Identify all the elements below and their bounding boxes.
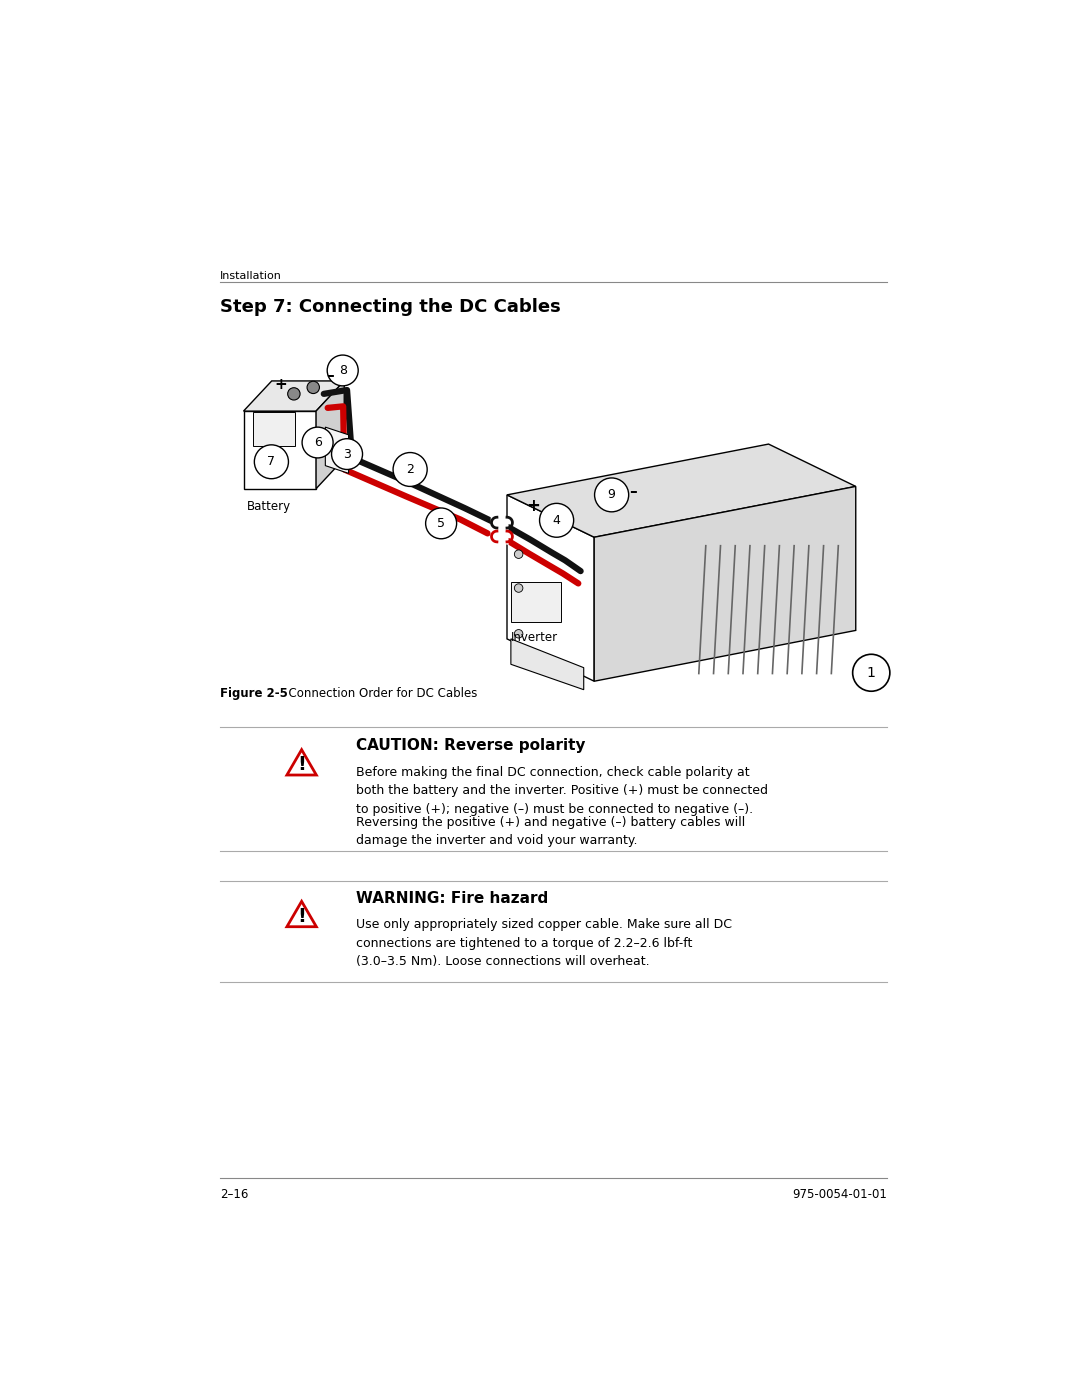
Polygon shape: [507, 495, 594, 682]
Text: 8: 8: [339, 365, 347, 377]
Circle shape: [332, 439, 363, 469]
Polygon shape: [243, 411, 316, 489]
Circle shape: [595, 478, 629, 511]
Text: Inverter: Inverter: [511, 631, 558, 644]
Text: 2: 2: [406, 462, 414, 476]
Text: –: –: [326, 369, 334, 383]
Circle shape: [255, 444, 288, 479]
Circle shape: [307, 381, 320, 394]
Polygon shape: [594, 486, 855, 682]
Text: 6: 6: [313, 436, 322, 448]
Text: Before making the final DC connection, check cable polarity at
both the battery : Before making the final DC connection, c…: [356, 766, 768, 816]
Text: 4: 4: [553, 514, 561, 527]
Circle shape: [514, 550, 523, 559]
Polygon shape: [316, 381, 345, 489]
Text: 5: 5: [437, 517, 445, 529]
Text: Figure 2-5: Figure 2-5: [220, 687, 288, 700]
Text: !: !: [297, 756, 306, 774]
Polygon shape: [511, 638, 583, 690]
Circle shape: [302, 427, 333, 458]
Polygon shape: [243, 381, 345, 411]
Text: 9: 9: [608, 489, 616, 502]
Text: Step 7: Connecting the DC Cables: Step 7: Connecting the DC Cables: [220, 298, 561, 316]
Text: –: –: [630, 483, 637, 499]
Circle shape: [393, 453, 428, 486]
Text: +: +: [526, 497, 540, 515]
Text: +: +: [274, 377, 287, 393]
Text: Reversing the positive (+) and negative (–) battery cables will
damage the inver: Reversing the positive (+) and negative …: [356, 816, 745, 848]
Text: CAUTION: Reverse polarity: CAUTION: Reverse polarity: [356, 738, 585, 753]
Text: 7: 7: [268, 455, 275, 468]
Text: 2–16: 2–16: [220, 1187, 248, 1201]
Polygon shape: [507, 444, 855, 538]
Circle shape: [327, 355, 359, 386]
Circle shape: [540, 503, 573, 538]
Polygon shape: [325, 427, 349, 474]
Circle shape: [287, 388, 300, 400]
Text: Use only appropriately sized copper cable. Make sure all DC
connections are tigh: Use only appropriately sized copper cabl…: [356, 918, 732, 968]
Polygon shape: [490, 531, 509, 545]
Polygon shape: [287, 750, 316, 775]
Polygon shape: [287, 901, 316, 926]
Text: 975-0054-01-01: 975-0054-01-01: [792, 1187, 887, 1201]
Circle shape: [852, 654, 890, 692]
Text: !: !: [297, 907, 306, 926]
Text: Installation: Installation: [220, 271, 282, 281]
Text: Battery: Battery: [247, 500, 292, 513]
Text: Connection Order for DC Cables: Connection Order for DC Cables: [281, 687, 477, 700]
Text: WARNING: Fire hazard: WARNING: Fire hazard: [356, 891, 549, 905]
Circle shape: [426, 509, 457, 539]
FancyBboxPatch shape: [253, 412, 296, 447]
Polygon shape: [490, 517, 509, 531]
Text: 3: 3: [343, 447, 351, 461]
FancyBboxPatch shape: [511, 583, 562, 622]
Text: 1: 1: [867, 666, 876, 680]
Circle shape: [514, 630, 523, 638]
Circle shape: [514, 584, 523, 592]
